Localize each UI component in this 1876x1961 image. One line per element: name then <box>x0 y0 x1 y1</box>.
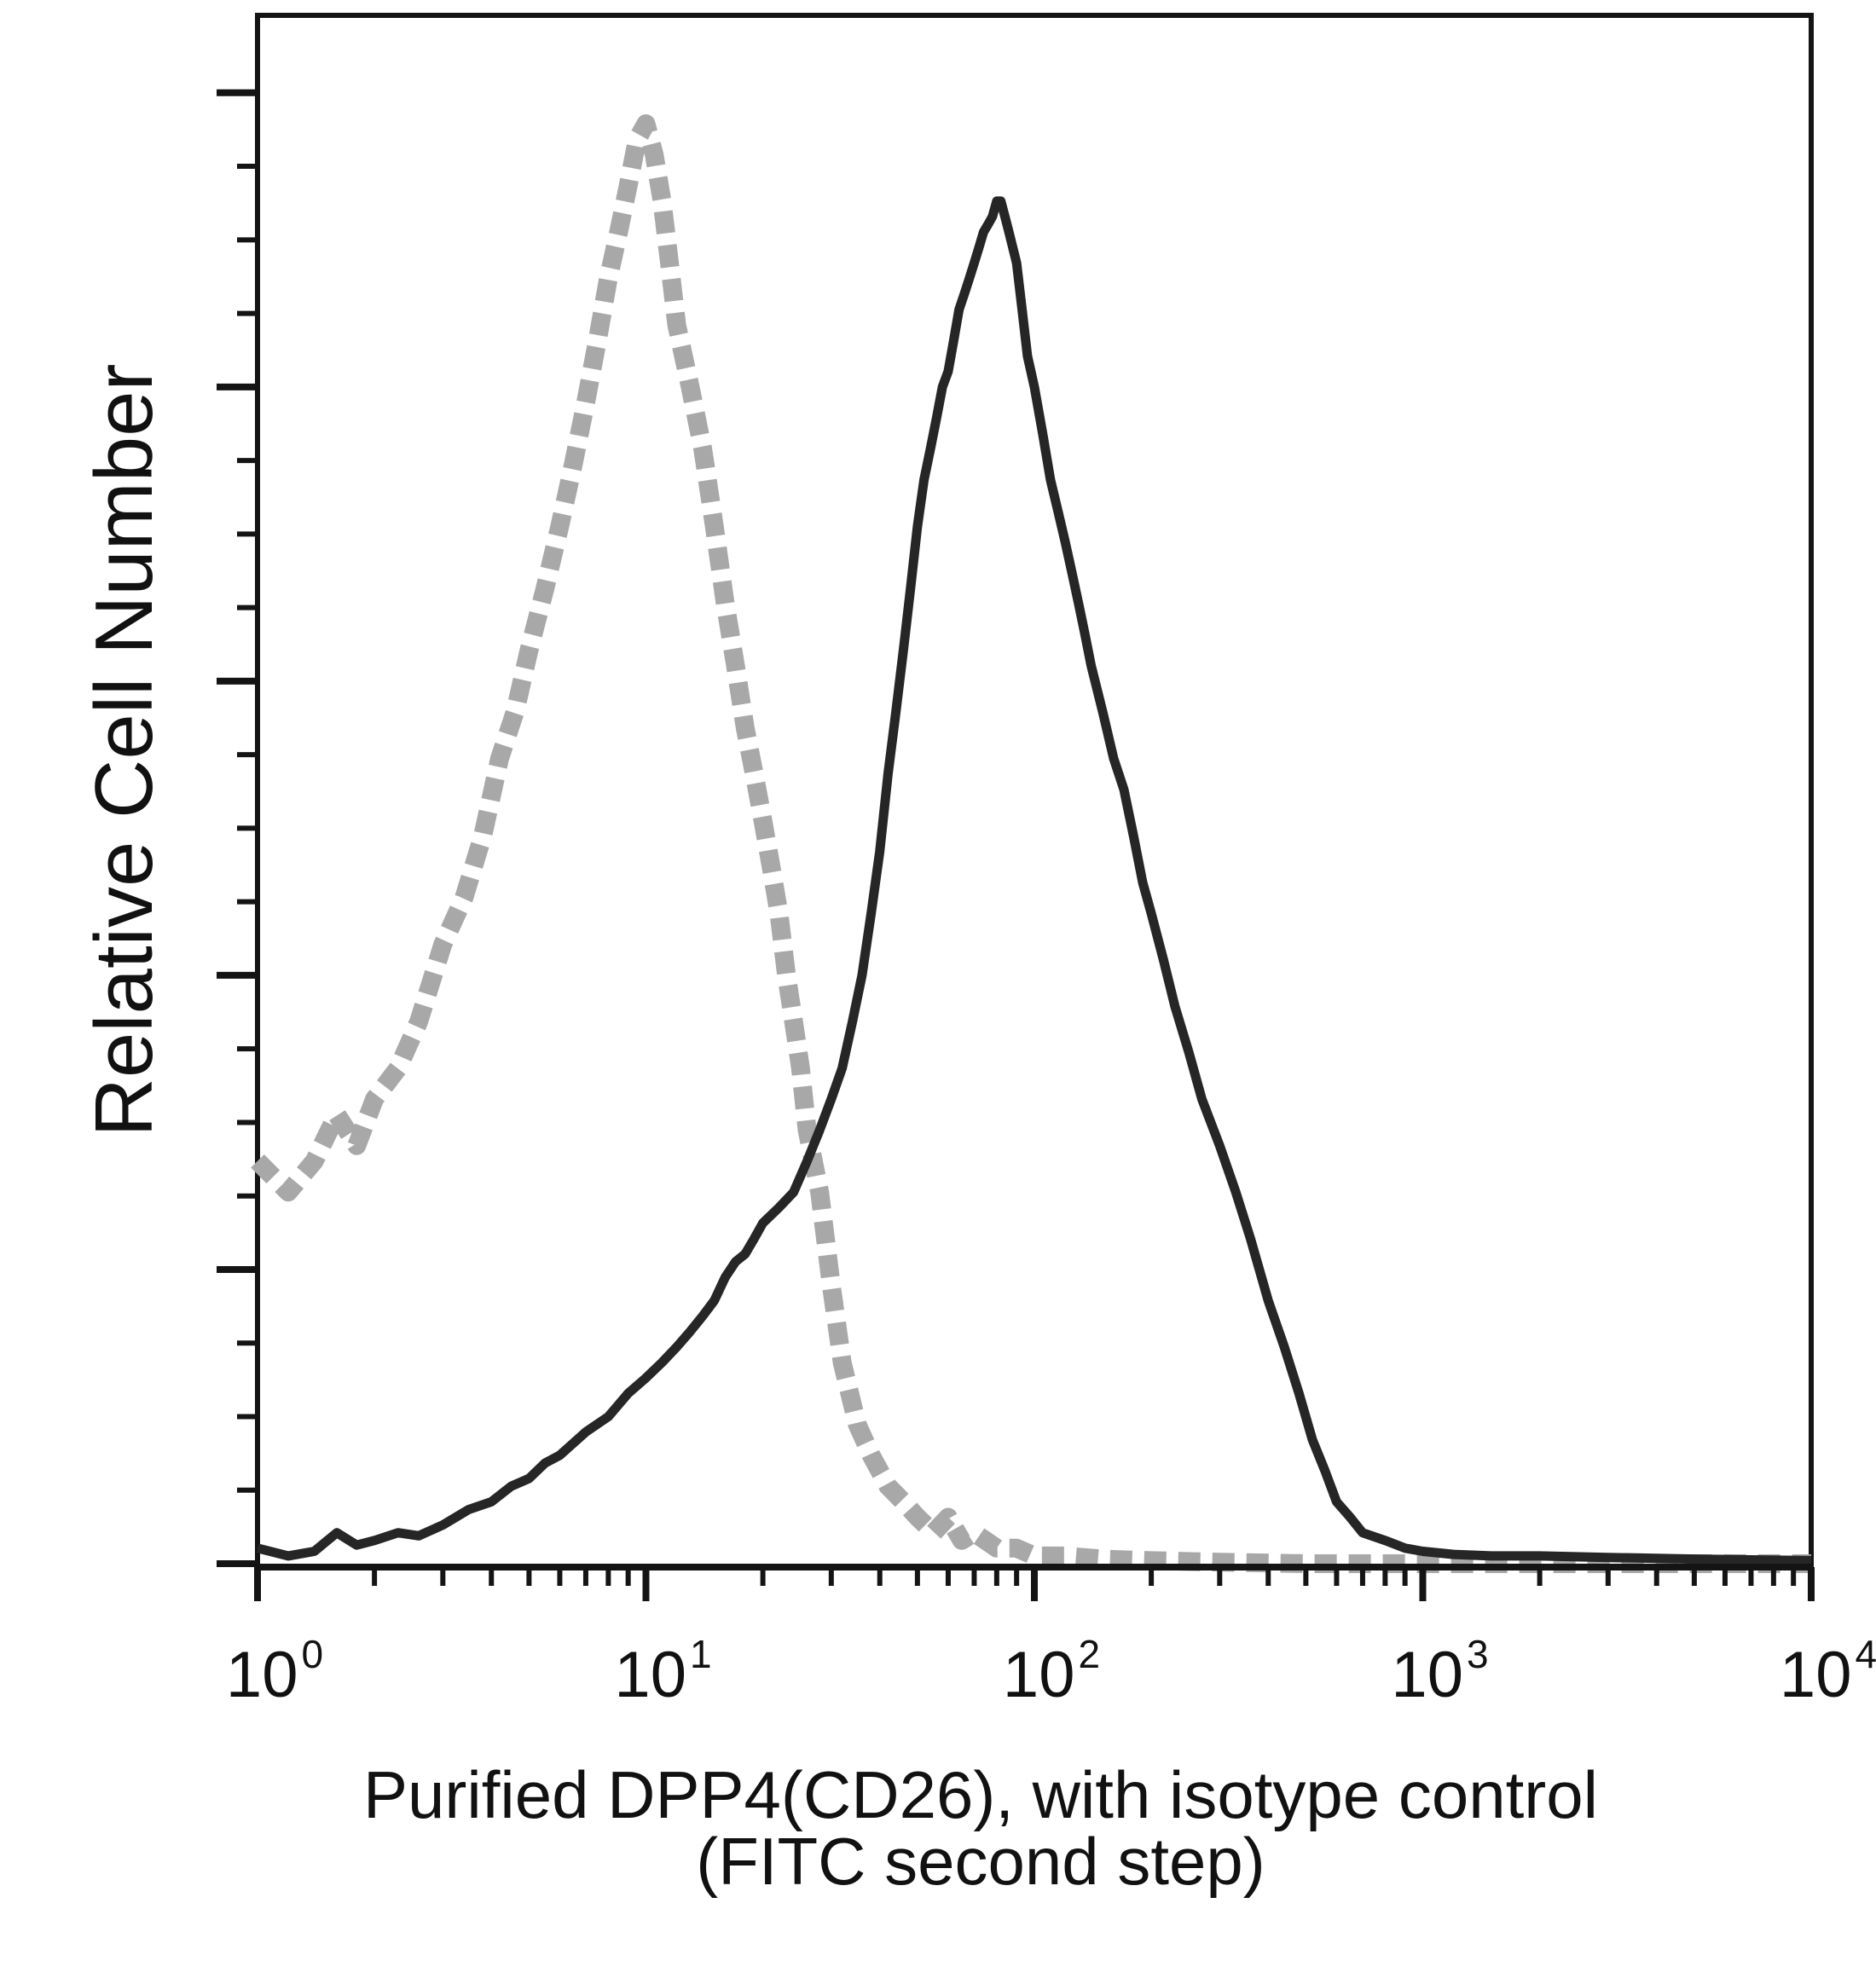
x-axis-title-line-2: (FITC second step) <box>696 1824 1265 1899</box>
y-axis-title: Relative Cell Number <box>78 364 170 1137</box>
x-axis-tick-labels: 100 101 102 103 104 <box>226 1632 1876 1711</box>
isotype-control-series-line <box>251 114 1811 1573</box>
x-tick-label: 100 <box>226 1632 323 1711</box>
dpp4-series-line <box>256 196 1812 1565</box>
y-axis-ticks <box>217 89 258 1567</box>
x-tick-label: 101 <box>614 1632 711 1711</box>
x-tick-label: 103 <box>1391 1632 1488 1711</box>
x-tick-label: 102 <box>1003 1632 1100 1711</box>
series-layer <box>251 114 1812 1573</box>
x-axis-title-line-1: Purified DPP4(CD26), with isotype contro… <box>363 1757 1598 1832</box>
x-tick-label: 104 <box>1780 1632 1876 1711</box>
